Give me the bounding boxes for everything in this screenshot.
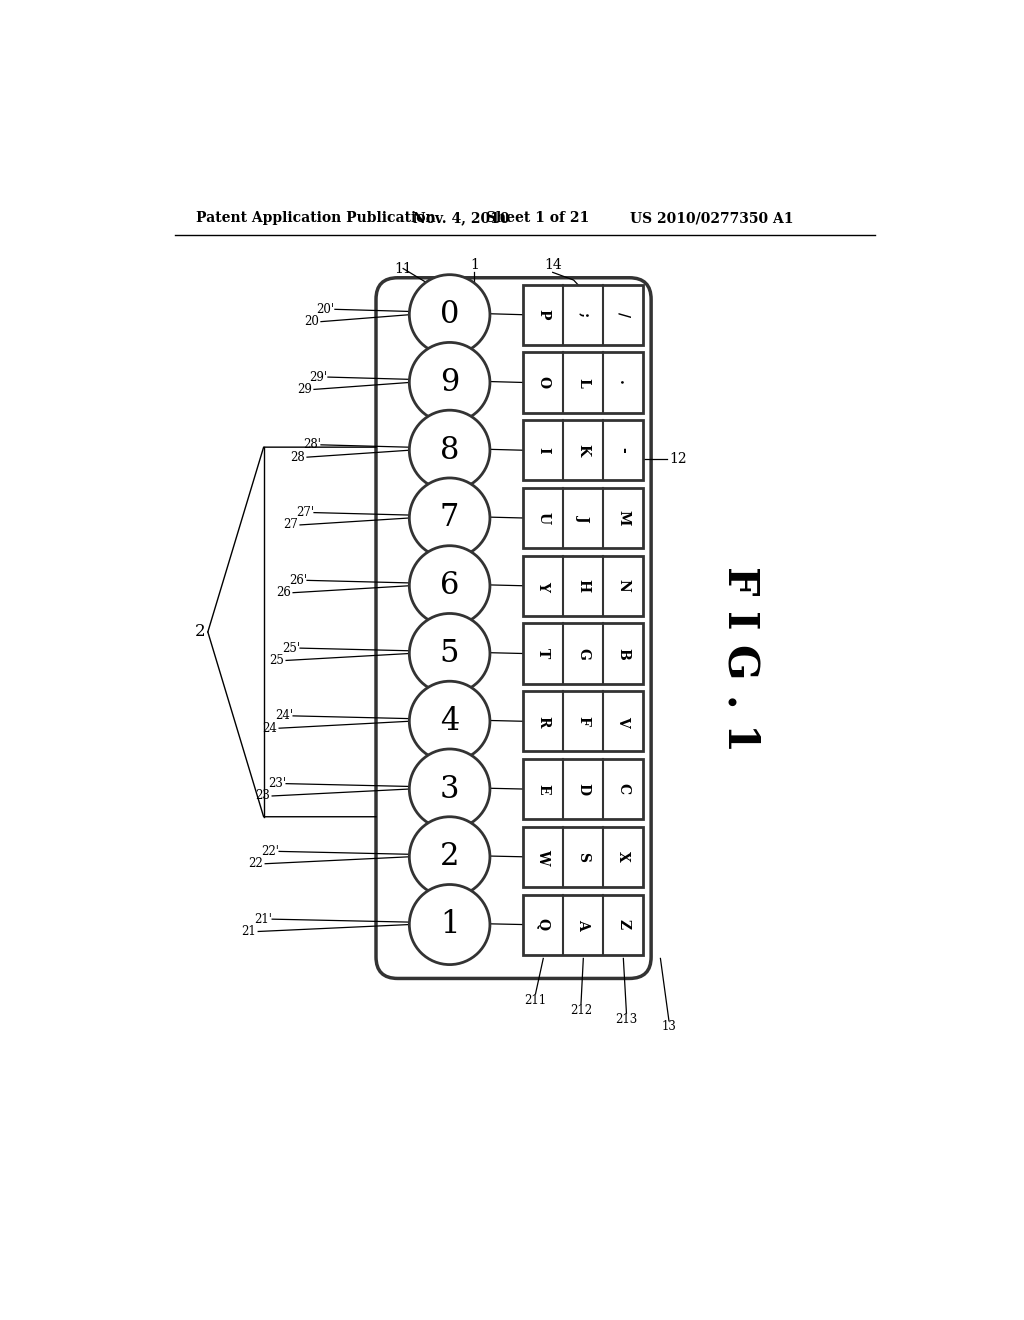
- Text: 26': 26': [289, 574, 307, 587]
- Bar: [523, 623, 643, 684]
- Text: N: N: [616, 579, 631, 593]
- Ellipse shape: [410, 275, 489, 355]
- FancyBboxPatch shape: [376, 277, 651, 978]
- Ellipse shape: [410, 342, 489, 422]
- Text: 25': 25': [282, 642, 300, 655]
- Ellipse shape: [410, 545, 489, 626]
- Text: 23: 23: [255, 789, 270, 803]
- Text: 21: 21: [242, 925, 256, 939]
- Text: 1: 1: [470, 257, 479, 272]
- Text: C: C: [616, 784, 631, 795]
- Ellipse shape: [410, 614, 489, 693]
- Bar: [523, 692, 643, 751]
- Text: M: M: [616, 511, 631, 525]
- Text: W: W: [537, 849, 550, 865]
- Text: 22: 22: [249, 857, 263, 870]
- Text: H: H: [577, 579, 590, 593]
- Text: 28: 28: [291, 450, 305, 463]
- Bar: [523, 488, 643, 548]
- Text: 2: 2: [440, 841, 460, 873]
- Text: Sheet 1 of 21: Sheet 1 of 21: [486, 211, 589, 226]
- Text: 27: 27: [284, 519, 298, 532]
- Text: Q: Q: [537, 919, 550, 931]
- Text: 20': 20': [316, 302, 335, 315]
- Text: 28': 28': [303, 438, 321, 451]
- Text: ;: ;: [577, 312, 590, 317]
- Ellipse shape: [410, 817, 489, 896]
- Bar: [523, 826, 643, 887]
- Bar: [523, 420, 643, 480]
- Text: 2: 2: [195, 623, 206, 640]
- Text: 6: 6: [440, 570, 460, 601]
- Text: 212: 212: [570, 1003, 592, 1016]
- Ellipse shape: [410, 681, 489, 762]
- Text: 27': 27': [296, 506, 313, 519]
- Text: /: /: [616, 312, 631, 317]
- Bar: [523, 895, 643, 954]
- Text: 21': 21': [254, 912, 271, 925]
- Text: J: J: [577, 515, 590, 521]
- Text: 7: 7: [440, 503, 460, 533]
- Text: 26: 26: [276, 586, 291, 599]
- Ellipse shape: [410, 884, 489, 965]
- Text: Z: Z: [616, 920, 631, 929]
- Text: 29': 29': [309, 371, 328, 384]
- Text: US 2010/0277350 A1: US 2010/0277350 A1: [630, 211, 794, 226]
- Text: 8: 8: [440, 434, 460, 466]
- Text: 4: 4: [440, 706, 459, 737]
- Text: O: O: [537, 376, 550, 388]
- Bar: [523, 556, 643, 615]
- Text: Nov. 4, 2010: Nov. 4, 2010: [414, 211, 510, 226]
- Text: D: D: [577, 783, 590, 795]
- Text: T: T: [537, 648, 550, 659]
- Text: 3: 3: [440, 774, 460, 804]
- Text: 13: 13: [662, 1020, 677, 1034]
- Text: 23': 23': [268, 777, 286, 791]
- Bar: [523, 352, 643, 412]
- Bar: [523, 285, 643, 345]
- Text: 20: 20: [304, 315, 319, 329]
- Text: 12: 12: [670, 451, 687, 466]
- Text: 9: 9: [440, 367, 459, 397]
- Bar: [523, 759, 643, 818]
- Text: E: E: [537, 784, 550, 795]
- Text: 5: 5: [440, 638, 460, 669]
- Ellipse shape: [410, 478, 489, 558]
- Text: 24: 24: [262, 722, 278, 735]
- Text: 22': 22': [261, 845, 279, 858]
- Text: G: G: [577, 648, 590, 660]
- Text: R: R: [537, 715, 550, 727]
- Text: F I G . 1: F I G . 1: [719, 566, 761, 752]
- Text: B: B: [616, 648, 631, 660]
- Text: Patent Application Publication: Patent Application Publication: [197, 211, 436, 226]
- Text: U: U: [537, 512, 550, 524]
- Text: P: P: [537, 309, 550, 319]
- Text: K: K: [577, 444, 590, 457]
- Text: 1: 1: [440, 909, 460, 940]
- Text: Y: Y: [537, 581, 550, 591]
- Text: I: I: [537, 447, 550, 454]
- Text: 213: 213: [615, 1012, 638, 1026]
- Text: -: -: [616, 447, 631, 453]
- Text: .: .: [616, 380, 631, 385]
- Text: 11: 11: [394, 261, 412, 276]
- Text: S: S: [577, 851, 590, 862]
- Text: X: X: [616, 851, 631, 862]
- Text: 25: 25: [269, 653, 285, 667]
- Ellipse shape: [410, 411, 489, 490]
- Text: 29: 29: [297, 383, 312, 396]
- Text: 24': 24': [274, 709, 293, 722]
- Text: L: L: [577, 378, 590, 387]
- Text: 0: 0: [440, 300, 460, 330]
- Text: F: F: [577, 717, 590, 726]
- Text: 211: 211: [524, 994, 547, 1007]
- Ellipse shape: [410, 748, 489, 829]
- Text: V: V: [616, 715, 631, 726]
- Text: 14: 14: [544, 257, 561, 272]
- Text: A: A: [577, 919, 590, 929]
